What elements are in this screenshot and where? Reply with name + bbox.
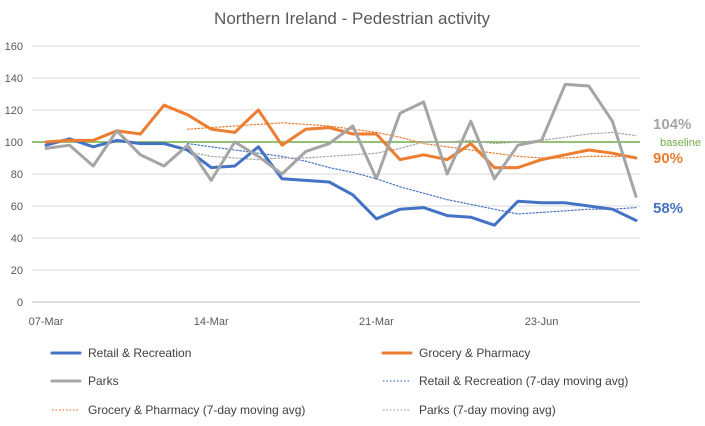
y-tick-label: 20 (11, 265, 23, 277)
y-tick-label: 60 (11, 201, 23, 213)
series-line-grocery_ma (187, 122, 637, 159)
y-tick-label: 140 (5, 73, 23, 85)
end-labels: 58% 90% 104% (653, 116, 691, 217)
series-line-retail (44, 137, 638, 227)
y-tick-label: 160 (5, 41, 23, 53)
legend-label-parks: Parks (88, 374, 119, 388)
legend-label-retail_ma: Retail & Recreation (7-day moving avg) (419, 374, 628, 388)
y-tick-label: 80 (11, 169, 23, 181)
legend-label-retail: Retail & Recreation (88, 346, 191, 360)
series-line-grocery (44, 103, 638, 170)
y-tick-label: 120 (5, 105, 23, 117)
x-tick-label: 14-Mar (194, 316, 229, 328)
x-tick-label: 21-Mar (359, 316, 394, 328)
legend-label-grocery_ma: Grocery & Pharmacy (7-day moving avg) (88, 403, 305, 417)
baseline-label: baseline (660, 137, 701, 149)
chart-title: Northern Ireland - Pedestrian activity (214, 9, 490, 28)
end-label-grocery: 90% (653, 150, 683, 167)
end-label-retail: 58% (653, 200, 683, 217)
end-label-parks: 104% (653, 116, 691, 133)
y-tick-label: 0 (17, 297, 23, 309)
x-tick-label: 07-Mar (29, 316, 64, 328)
axes: 0 20 40 60 80 100 120 140 160 07-Mar 14-Mar 21-Mar 2… (5, 41, 701, 328)
y-tick-label: 40 (11, 233, 23, 245)
legend: Retail & Recreation Grocery & Pharmacy Par… (50, 346, 628, 417)
series-layer (44, 82, 638, 227)
x-tick-label: 23-Jun (525, 316, 559, 328)
series-line-parks (44, 82, 638, 198)
legend-label-parks_ma: Parks (7-day moving avg) (419, 403, 556, 417)
y-tick-label: 100 (5, 137, 23, 149)
legend-label-grocery: Grocery & Pharmacy (419, 346, 530, 360)
